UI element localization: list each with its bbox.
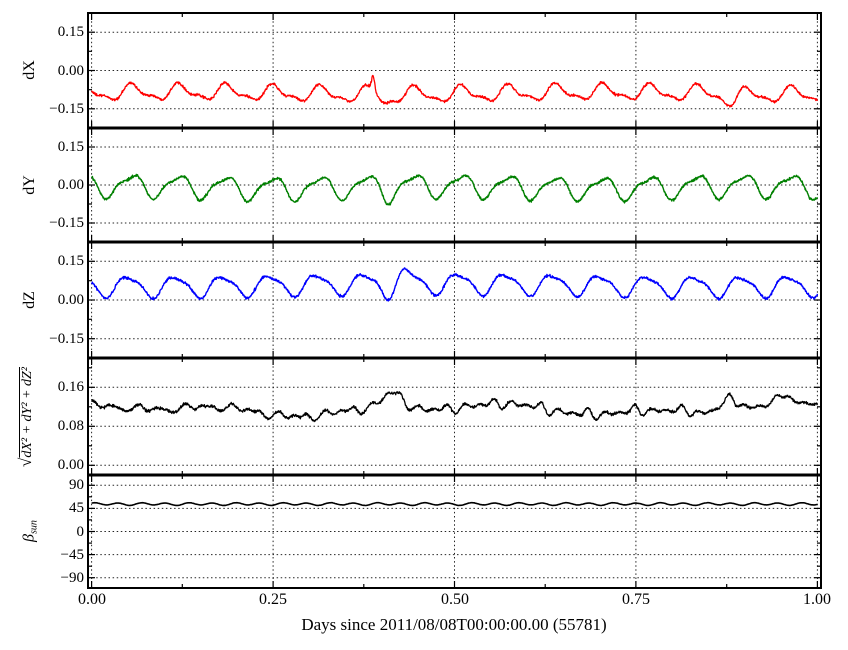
- y-tick-label: 0: [76, 524, 85, 540]
- x-tick-label: 0.50: [441, 591, 469, 608]
- y-tick-label: −45: [60, 547, 84, 563]
- y-tick-label: 0.15: [57, 139, 84, 155]
- y-tick-label: 90: [69, 477, 84, 493]
- x-tick-label: 0.00: [78, 591, 106, 608]
- x-axis-title: Days since 2011/08/08T00:00:00.00 (55781…: [301, 615, 606, 635]
- y-tick-label: 0.15: [57, 253, 84, 269]
- x-axis-title-text: Days since 2011/08/08T00:00:00.00 (55781…: [301, 615, 607, 634]
- y-tick-label: 0.08: [57, 418, 84, 434]
- y-tick-label: −0.15: [49, 215, 84, 231]
- y-tick-label: 0.00: [57, 457, 84, 473]
- y-tick-label: 0.00: [57, 177, 84, 193]
- y-tick-label: −90: [60, 570, 84, 586]
- x-tick-label: 0.25: [259, 591, 287, 608]
- y-tick-label: 0.15: [57, 24, 84, 40]
- y-tick-label: 0.00: [57, 292, 84, 308]
- y-tick-label: 0.00: [57, 63, 84, 79]
- y-tick-label: 0.16: [57, 379, 84, 395]
- y-tick-label: −0.15: [49, 331, 84, 347]
- x-tick-label: 0.75: [622, 591, 650, 608]
- y-tick-label: −0.15: [49, 101, 84, 117]
- y-tick-label: 45: [69, 500, 84, 516]
- x-tick-label: 1.00: [803, 591, 831, 608]
